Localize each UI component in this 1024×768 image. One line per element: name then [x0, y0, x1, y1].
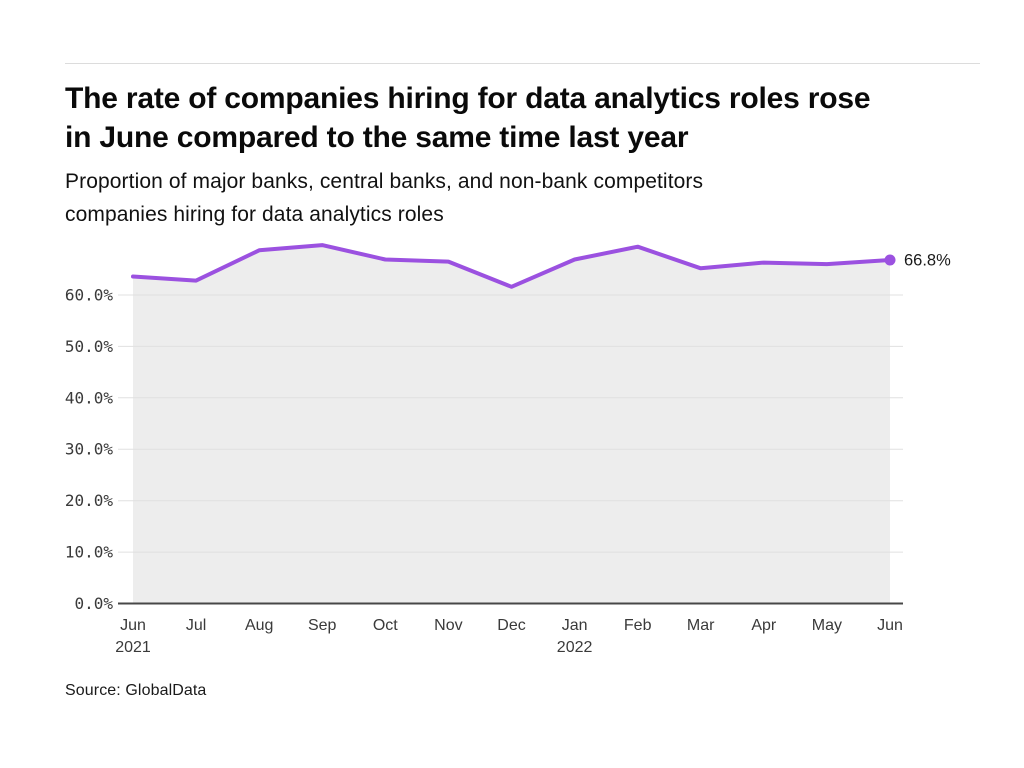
x-tick-label-6: Dec — [497, 617, 525, 634]
end-point-marker — [884, 254, 896, 266]
x-tick-label-12: Jun — [877, 617, 903, 634]
x-tick-label-2: Aug — [245, 617, 273, 634]
x-tick-label-8: Feb — [624, 617, 652, 634]
x-tick-label-10: Apr — [751, 617, 777, 634]
page-subtitle-line-1: Proportion of major banks, central banks… — [65, 170, 704, 193]
page-title-line-1: The rate of companies hiring for data an… — [65, 82, 871, 115]
x-tick-label-1: Jul — [186, 617, 206, 634]
y-tick-label-10: 10.0% — [65, 543, 114, 562]
page-subtitle-line-2: companies hiring for data analytics role… — [65, 203, 444, 226]
page-title: The rate of companies hiring for data an… — [65, 79, 871, 157]
x-tick-label-0: Jun — [120, 617, 146, 634]
x-year-label-2021: 2021 — [115, 639, 151, 656]
y-tick-label-30: 30.0% — [65, 440, 114, 459]
area-fill — [133, 245, 890, 604]
x-tick-label-11: May — [812, 617, 842, 634]
x-tick-label-9: Mar — [687, 617, 715, 634]
end-point-label: 66.8% — [904, 252, 951, 270]
x-tick-label-3: Sep — [308, 617, 337, 634]
x-year-label-2022: 2022 — [557, 639, 593, 656]
x-tick-label-4: Oct — [373, 617, 398, 634]
y-tick-label-40: 40.0% — [65, 388, 114, 407]
source-text: Source: GlobalData — [65, 682, 207, 699]
top-divider — [65, 63, 980, 64]
y-tick-label-20: 20.0% — [65, 491, 114, 510]
x-tick-label-7: Jan — [562, 617, 588, 634]
page-subtitle: Proportion of major banks, central banks… — [65, 165, 703, 231]
page-title-line-2: in June compared to the same time last y… — [65, 121, 689, 154]
y-tick-label-60: 60.0% — [65, 285, 114, 304]
y-tick-label-50: 50.0% — [65, 337, 114, 356]
y-tick-label-0: 0.0% — [74, 594, 113, 613]
x-tick-label-5: Nov — [434, 617, 462, 634]
data-line — [131, 243, 892, 289]
